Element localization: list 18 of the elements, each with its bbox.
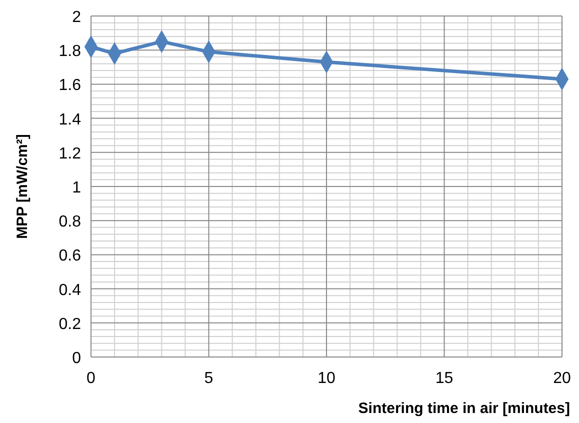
x-tick-label: 10 [318, 370, 336, 387]
y-tick-label: 0.4 [58, 282, 82, 299]
y-tick-label: 0.6 [58, 248, 82, 265]
y-tick-label: 0.2 [58, 316, 82, 333]
y-tick-label: 1.4 [58, 111, 82, 128]
y-tick-label: 0.8 [58, 214, 82, 231]
y-tick-label: 1.8 [58, 43, 82, 60]
x-tick-label: 20 [553, 370, 571, 387]
y-tick-label: 2 [72, 9, 82, 26]
y-tick-label: 1.2 [58, 145, 82, 162]
y-axis-title: MPP [mW/cm²] [14, 134, 31, 239]
x-tick-label: 0 [86, 370, 96, 387]
y-tick-label: 1.6 [58, 77, 82, 94]
x-tick-label: 5 [204, 370, 214, 387]
y-tick-label: 0 [72, 350, 82, 367]
y-tick-label: 1 [72, 180, 82, 196]
x-tick-label: 15 [435, 370, 454, 387]
x-axis-title: Sintering time in air [minutes] [358, 400, 570, 417]
